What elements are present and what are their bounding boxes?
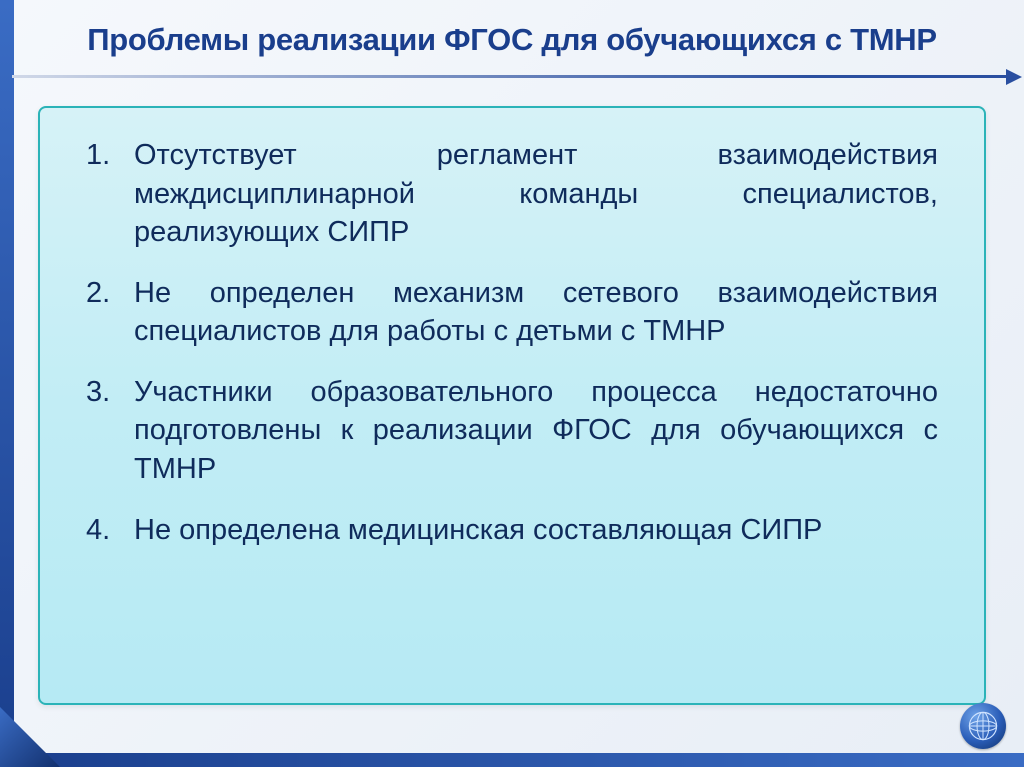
slide: Проблемы реализации ФГОС для обучающихся… bbox=[0, 0, 1024, 767]
title-underline bbox=[12, 75, 1012, 78]
list-item: Не определен механизм сетевого взаимодей… bbox=[86, 274, 938, 351]
slide-title: Проблемы реализации ФГОС для обучающихся… bbox=[0, 22, 1024, 58]
globe-icon bbox=[960, 703, 1006, 749]
frame-bottom bbox=[0, 753, 1024, 767]
list-item: Отсутствует регламент взаимодействия меж… bbox=[86, 136, 938, 252]
problem-list: Отсутствует регламент взаимодействия меж… bbox=[86, 136, 938, 549]
arrow-icon bbox=[1006, 69, 1022, 85]
content-box: Отсутствует регламент взаимодействия меж… bbox=[38, 106, 986, 705]
list-item: Участники образовательного процесса недо… bbox=[86, 373, 938, 489]
frame-left bbox=[0, 0, 14, 767]
list-item: Не определена медицинская составляющая С… bbox=[86, 511, 938, 550]
frame-corner bbox=[0, 707, 60, 767]
